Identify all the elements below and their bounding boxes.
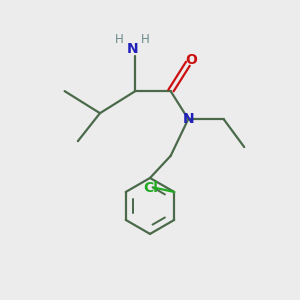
Text: N: N (182, 112, 194, 126)
Text: H: H (141, 33, 150, 46)
Text: N: N (127, 42, 138, 56)
Text: Cl: Cl (143, 181, 158, 194)
Text: H: H (115, 33, 124, 46)
Text: O: O (185, 53, 197, 67)
